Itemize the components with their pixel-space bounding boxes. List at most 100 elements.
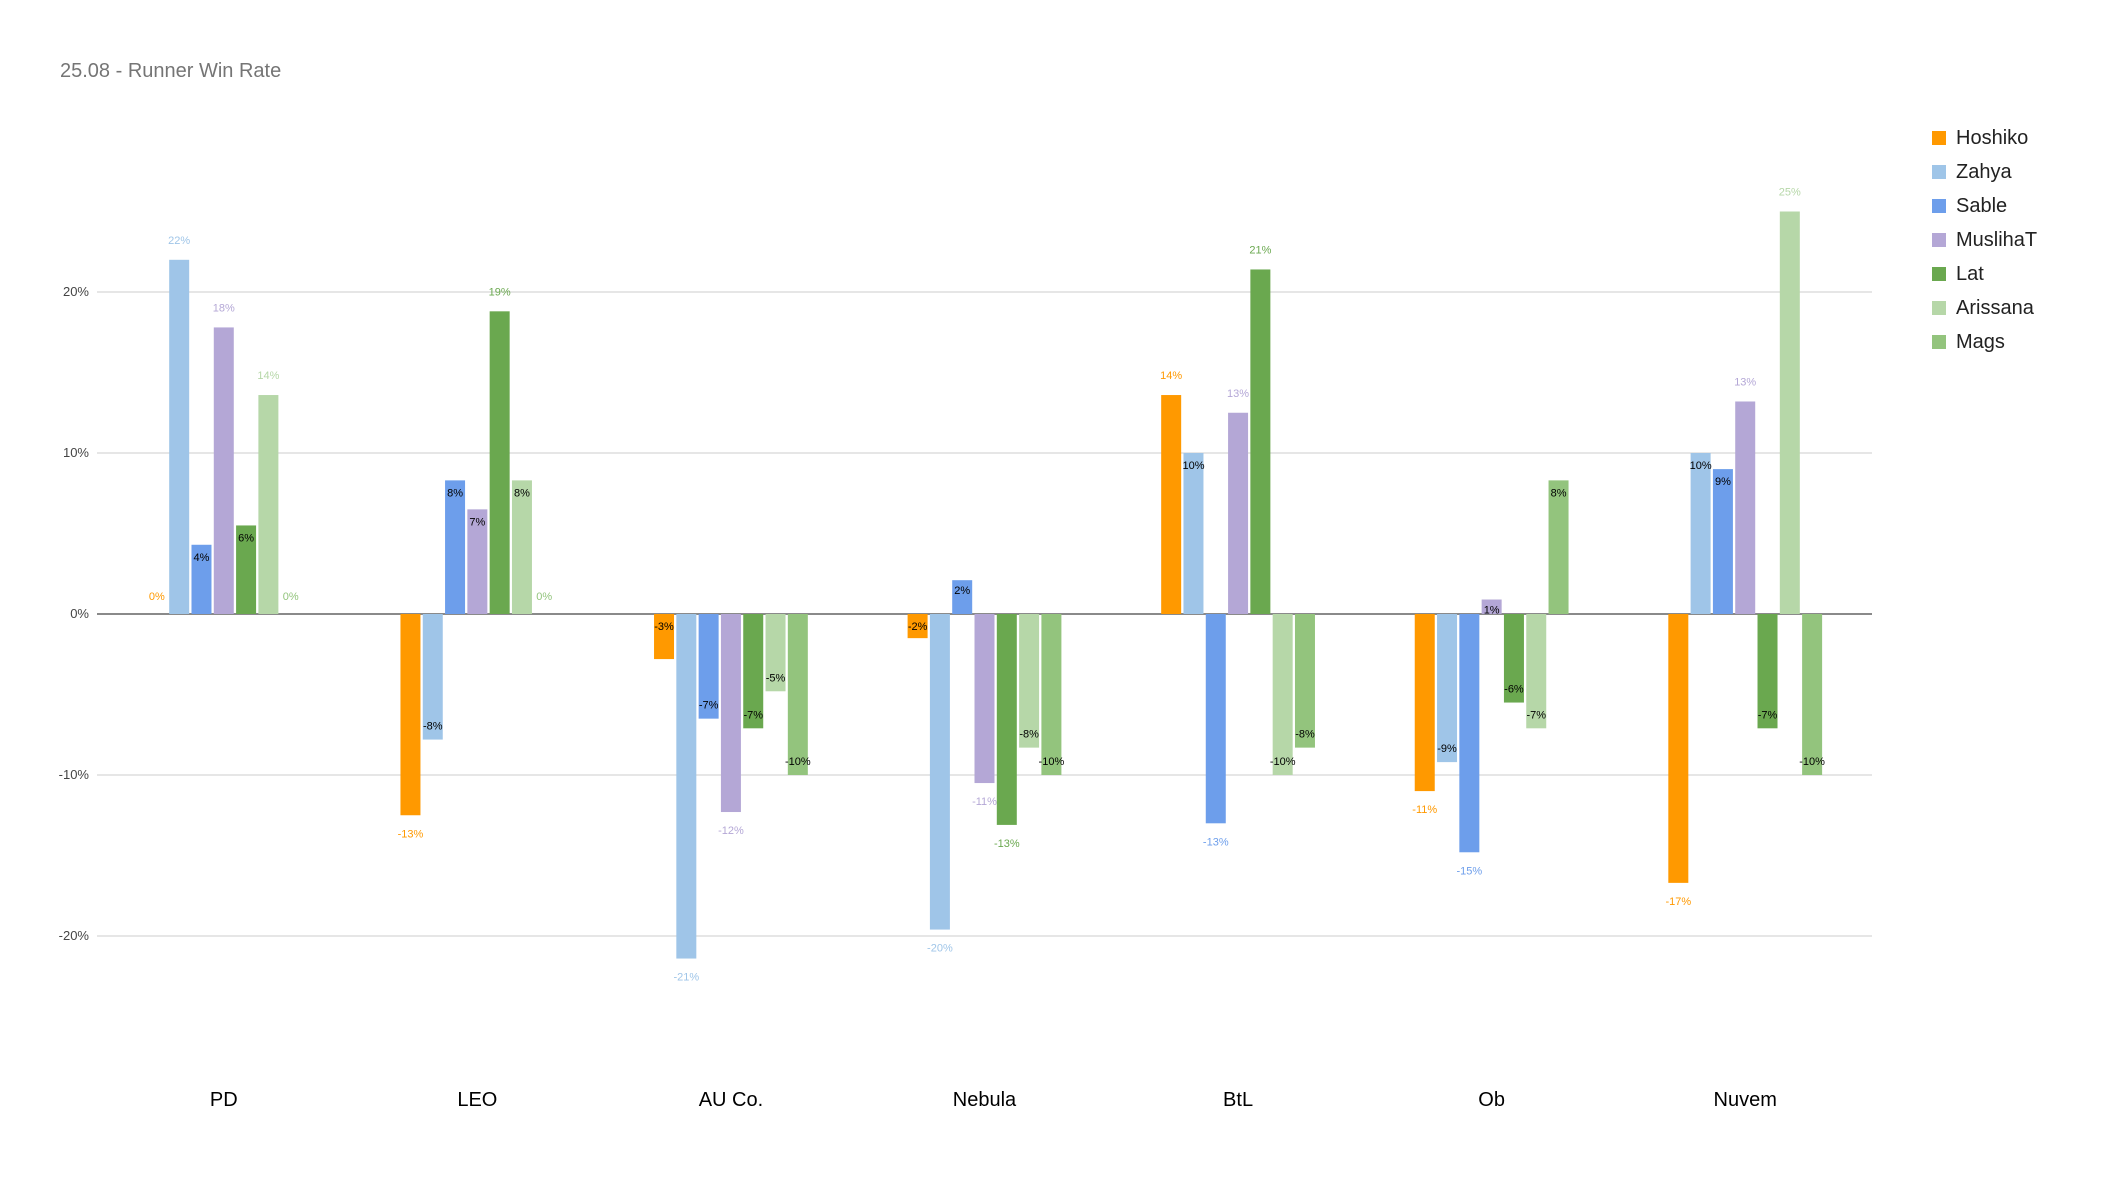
x-tick-label: Nuvem	[1714, 1089, 1777, 1111]
data-label: -7%	[1758, 709, 1778, 721]
data-label: 13%	[1227, 388, 1249, 400]
bar-zahya-4	[1183, 453, 1204, 614]
data-label: -9%	[1437, 743, 1457, 755]
legend-swatch	[1932, 233, 1946, 247]
data-label: 14%	[257, 370, 279, 382]
legend-swatch	[1932, 335, 1946, 349]
legend-item-lat: Lat	[1932, 257, 2037, 291]
bar-hoshiko-5	[1414, 614, 1435, 792]
data-label: 0%	[536, 591, 552, 603]
x-tick-label: BtL	[1223, 1089, 1253, 1111]
bar-mags-6	[1802, 614, 1823, 775]
x-tick-label: PD	[210, 1089, 238, 1111]
bar-mags-4	[1294, 614, 1315, 748]
bar-hoshiko-6	[1668, 614, 1689, 883]
data-label: 10%	[1182, 460, 1204, 472]
bar-sable-1	[445, 480, 466, 614]
bar-lat-3	[996, 614, 1017, 825]
bar-hoshiko-2	[654, 614, 675, 660]
bar-muslihat-0	[213, 327, 234, 614]
legend-item-arissana: Arissana	[1932, 291, 2037, 325]
bar-muslihat-1	[467, 509, 488, 614]
bar-arissana-3	[1019, 614, 1040, 748]
legend-item-muslihat: MuslihaT	[1932, 223, 2037, 257]
bar-muslihat-3	[974, 614, 995, 784]
bar-muslihat-4	[1228, 412, 1249, 614]
data-label: -12%	[718, 825, 744, 837]
data-label: -8%	[1295, 729, 1315, 741]
data-label: -15%	[1456, 865, 1482, 877]
bar-mags-3	[1041, 614, 1062, 775]
data-label: 2%	[954, 585, 970, 597]
bar-muslihat-6	[1735, 401, 1756, 614]
bar-zahya-1	[422, 614, 443, 740]
data-label: 14%	[1160, 370, 1182, 382]
data-label: -17%	[1665, 896, 1691, 908]
legend-swatch	[1932, 267, 1946, 281]
data-label: 0%	[149, 591, 165, 603]
data-label: -7%	[1526, 709, 1546, 721]
bar-sable-3	[952, 580, 973, 614]
data-label: -7%	[699, 700, 719, 712]
bar-zahya-6	[1690, 453, 1711, 614]
data-label: -11%	[972, 796, 997, 808]
y-tick-label: -20%	[59, 928, 90, 943]
legend-swatch	[1932, 165, 1946, 179]
data-label: -13%	[1203, 836, 1229, 848]
data-label: -2%	[908, 621, 928, 633]
bar-lat-4	[1250, 269, 1271, 614]
bar-hoshiko-3	[907, 614, 928, 639]
data-label: -10%	[1270, 756, 1296, 768]
data-label: -11%	[1412, 804, 1437, 816]
legend-item-mags: Mags	[1932, 325, 2037, 359]
legend-label: Lat	[1956, 262, 1984, 285]
bar-lat-2	[743, 614, 764, 729]
data-label: 8%	[514, 487, 530, 499]
bar-muslihat-2	[720, 614, 741, 813]
data-label: 4%	[194, 552, 210, 564]
data-label: -21%	[673, 972, 699, 984]
legend-item-hoshiko: Hoshiko	[1932, 121, 2037, 155]
bar-zahya-5	[1437, 614, 1458, 763]
data-label: -10%	[785, 756, 811, 768]
data-label: -13%	[398, 828, 424, 840]
bar-lat-0	[236, 525, 257, 614]
data-label: 13%	[1734, 376, 1756, 388]
data-label: 18%	[213, 302, 235, 314]
bar-sable-0	[191, 544, 212, 614]
data-label: 8%	[447, 487, 463, 499]
bar-arissana-2	[765, 614, 786, 692]
legend-swatch	[1932, 199, 1946, 213]
bar-arissana-6	[1779, 211, 1800, 614]
y-tick-label: -10%	[59, 767, 90, 782]
bar-sable-6	[1712, 469, 1733, 614]
legend-label: Sable	[1956, 194, 2008, 217]
data-label: -3%	[654, 621, 674, 633]
bar-arissana-4	[1272, 614, 1293, 775]
bar-mags-2	[787, 614, 808, 775]
bar-zahya-3	[929, 614, 950, 930]
x-tick-label: LEO	[457, 1089, 497, 1111]
data-label: 19%	[489, 286, 511, 298]
data-label: -10%	[1039, 756, 1065, 768]
y-tick-label: 20%	[63, 284, 89, 299]
data-label: -13%	[994, 838, 1020, 850]
bar-arissana-0	[258, 395, 279, 614]
data-label: -8%	[423, 721, 443, 733]
bar-muslihat-5	[1481, 599, 1502, 614]
bar-sable-4	[1205, 614, 1226, 824]
chart-title: 25.08 - Runner Win Rate	[60, 60, 282, 82]
data-label: 8%	[1551, 487, 1567, 499]
legend-label: Mags	[1956, 330, 2005, 353]
bar-sable-5	[1459, 614, 1480, 853]
legend-label: Hoshiko	[1956, 126, 2029, 149]
bar-lat-6	[1757, 614, 1778, 729]
bar-arissana-5	[1526, 614, 1547, 729]
data-label: -5%	[766, 672, 786, 684]
y-tick-label: 10%	[63, 445, 89, 460]
x-tick-label: AU Co.	[699, 1089, 763, 1111]
y-tick-label: 0%	[70, 606, 89, 621]
data-label: 21%	[1249, 244, 1271, 256]
bar-arissana-1	[511, 480, 532, 614]
